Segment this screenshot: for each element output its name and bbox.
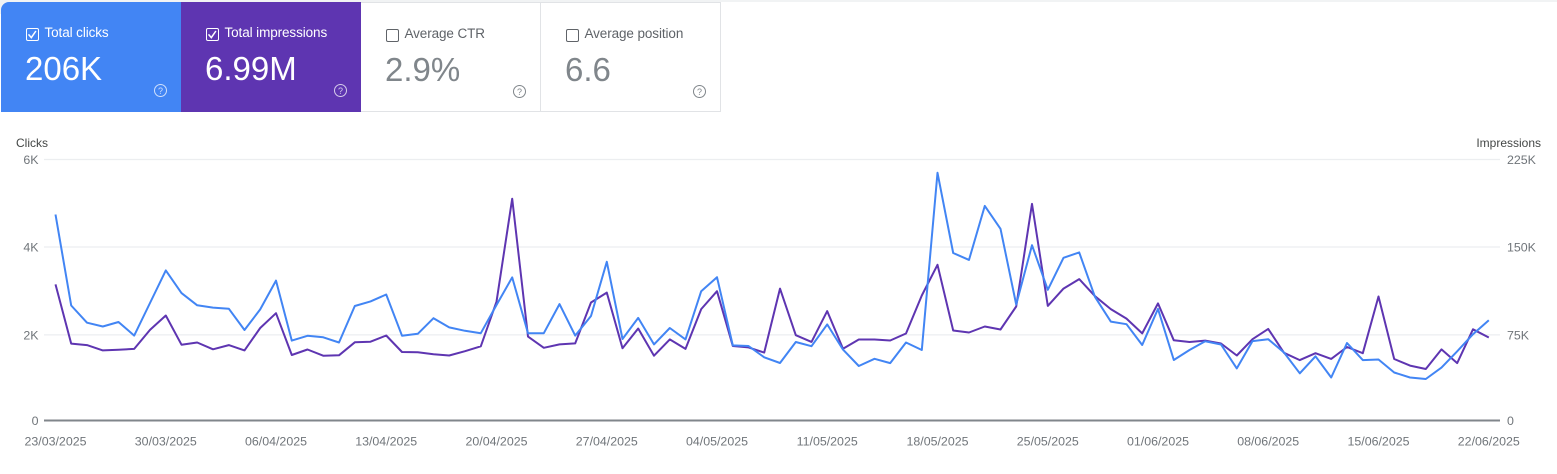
svg-text:6K: 6K [23,153,39,167]
svg-text:150K: 150K [1507,241,1537,255]
svg-text:75K: 75K [1507,328,1530,342]
svg-text:04/05/2025: 04/05/2025 [686,435,748,449]
svg-text:08/06/2025: 08/06/2025 [1237,435,1299,449]
svg-text:20/04/2025: 20/04/2025 [465,435,527,449]
svg-text:Clicks: Clicks [16,136,48,150]
svg-text:0: 0 [1507,414,1514,428]
svg-text:23/03/2025: 23/03/2025 [24,435,86,449]
svg-text:06/04/2025: 06/04/2025 [245,435,307,449]
svg-text:22/06/2025: 22/06/2025 [1458,435,1520,449]
svg-text:13/04/2025: 13/04/2025 [355,435,417,449]
svg-text:225K: 225K [1507,153,1537,167]
svg-text:2K: 2K [23,328,39,342]
svg-text:4K: 4K [23,241,39,255]
svg-text:11/05/2025: 11/05/2025 [797,435,858,449]
svg-text:01/06/2025: 01/06/2025 [1127,435,1189,449]
svg-text:Impressions: Impressions [1476,136,1541,150]
svg-text:30/03/2025: 30/03/2025 [135,435,197,449]
svg-text:18/05/2025: 18/05/2025 [906,435,968,449]
svg-text:15/06/2025: 15/06/2025 [1347,435,1409,449]
svg-text:25/05/2025: 25/05/2025 [1017,435,1079,449]
svg-text:27/04/2025: 27/04/2025 [576,435,638,449]
svg-text:0: 0 [32,414,39,428]
